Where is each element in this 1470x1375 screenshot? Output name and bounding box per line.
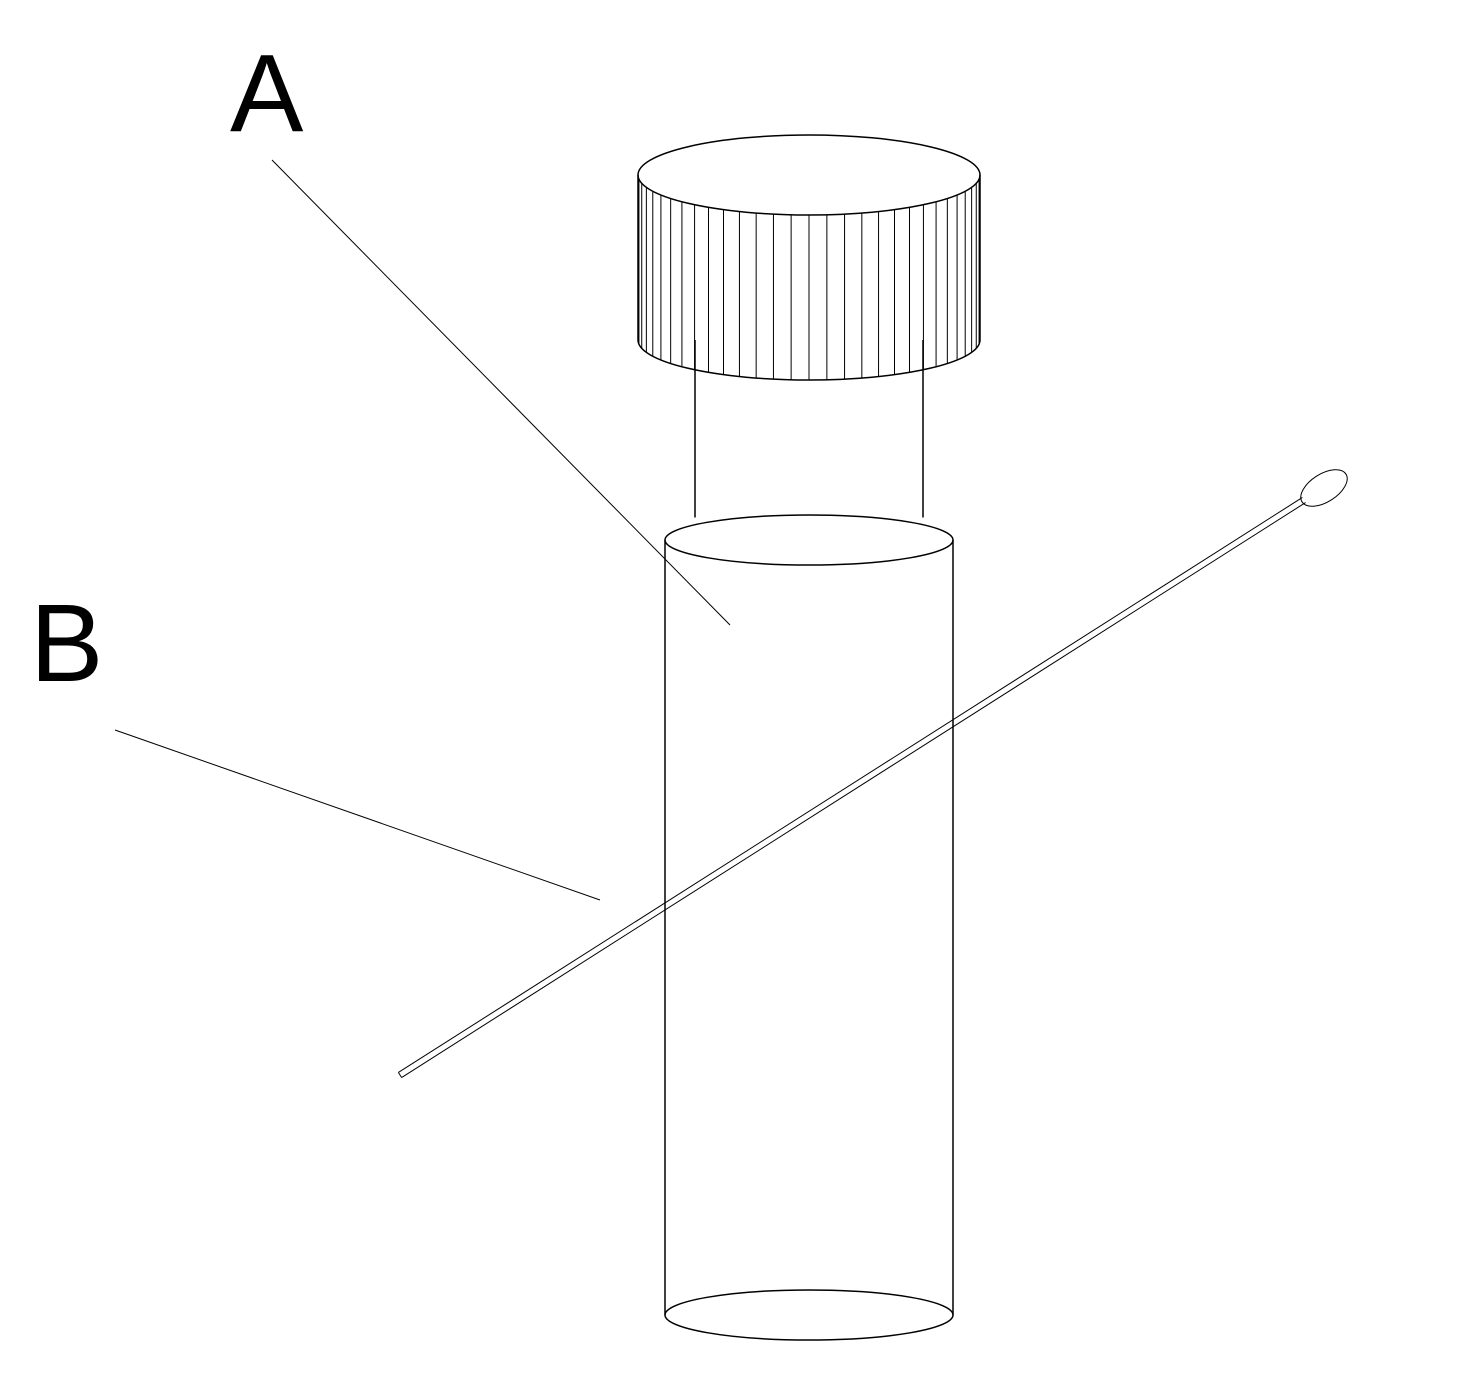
- leader-line-b: [115, 730, 600, 900]
- tube-shoulder: [665, 515, 953, 565]
- swab-tip: [1295, 462, 1354, 514]
- tube-bottom: [665, 1290, 953, 1340]
- cap-top: [638, 135, 980, 215]
- swab-stick: [402, 503, 1306, 1078]
- diagram-svg: [0, 0, 1470, 1375]
